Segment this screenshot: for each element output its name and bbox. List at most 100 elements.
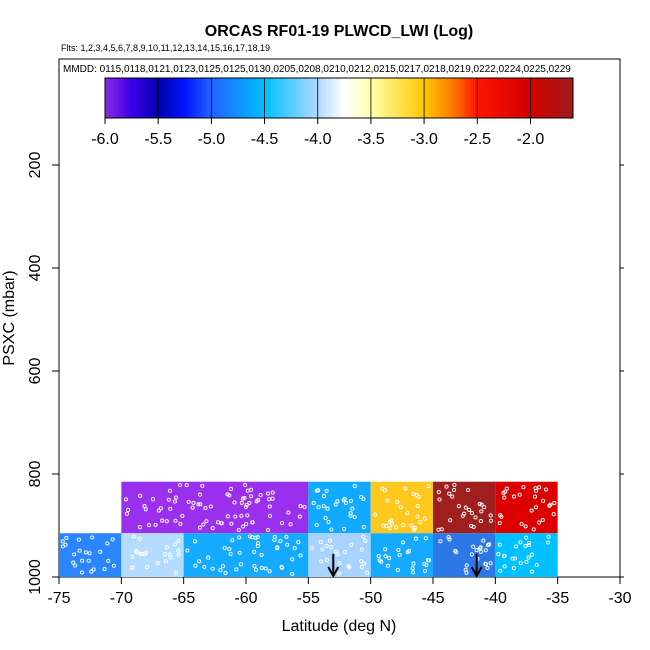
- y-tick-label: 600: [27, 358, 44, 385]
- colorbar-segment: [399, 78, 402, 118]
- observation-marker: [309, 545, 314, 550]
- colorbar-segment: [307, 78, 310, 118]
- observation-marker: [79, 570, 84, 575]
- colorbar-segment: [315, 78, 318, 118]
- observation-marker: [153, 522, 158, 527]
- colorbar-segment: [347, 78, 350, 118]
- observation-marker: [533, 486, 538, 491]
- colorbar-segment: [465, 78, 468, 118]
- observation-marker: [414, 492, 419, 498]
- observation-marker: [267, 513, 273, 518]
- observation-marker: [156, 508, 161, 513]
- colorbar-segment: [505, 78, 508, 118]
- observation-marker: [448, 518, 453, 523]
- observation-marker: [89, 569, 94, 574]
- x-axis-label: Latitude (deg N): [282, 618, 397, 635]
- colorbar-segment: [311, 78, 314, 118]
- observation-marker: [482, 505, 487, 510]
- colorbar-segment: [129, 78, 132, 118]
- colorbar-segment: [289, 78, 292, 118]
- colorbar-segment: [403, 78, 406, 118]
- observation-marker: [263, 566, 268, 571]
- arrow-head: [327, 566, 340, 579]
- observation-marker: [456, 504, 461, 509]
- observation-marker: [529, 508, 534, 513]
- x-axis: -75 -70 -65 -60 -55 -50 -45 -40 -35 -30: [47, 577, 632, 607]
- observation-marker: [178, 521, 183, 526]
- colorbar-segment: [261, 78, 264, 118]
- colorbar-segment: [469, 78, 472, 118]
- observation-marker: [248, 494, 254, 499]
- colorbar-segment: [401, 78, 404, 118]
- observation-marker: [444, 484, 449, 489]
- observation-marker: [326, 519, 331, 525]
- colorbar-segment: [213, 78, 216, 118]
- x-tick-label: -30: [608, 590, 631, 607]
- observation-marker: [478, 545, 483, 550]
- observation-marker: [526, 555, 531, 560]
- colorbar-segment: [353, 78, 356, 118]
- observation-marker: [196, 502, 201, 507]
- colorbar-segment: [211, 78, 214, 118]
- observation-marker: [364, 570, 370, 575]
- colorbar-segment: [453, 78, 456, 118]
- colorbar-segment: [345, 78, 348, 118]
- observation-marker: [319, 559, 324, 564]
- colorbar-segment: [235, 78, 238, 118]
- observation-marker: [180, 513, 185, 518]
- colorbar-segment: [243, 78, 246, 118]
- colorbar-segment: [503, 78, 506, 118]
- colorbar-segment: [365, 78, 368, 118]
- observation-marker: [436, 490, 441, 495]
- observation-marker: [519, 521, 524, 526]
- colorbar-segment: [557, 78, 560, 118]
- colorbar-segment: [483, 78, 486, 118]
- x-tick-label: -45: [421, 590, 444, 607]
- colorbar-segment: [323, 78, 326, 118]
- colorbar-segment: [437, 78, 440, 118]
- colorbar-segment: [123, 78, 126, 118]
- observation-marker: [329, 545, 334, 550]
- observation-marker: [422, 568, 428, 573]
- observation-marker: [333, 502, 338, 507]
- observation-marker: [176, 538, 181, 543]
- observation-marker: [464, 563, 469, 568]
- observation-marker: [278, 539, 283, 544]
- colorbar-segment: [395, 78, 398, 118]
- colorbar-tick-label: -2.5: [463, 131, 491, 148]
- observation-marker: [252, 549, 257, 554]
- y-tick-label: 200: [27, 152, 44, 179]
- observation-marker: [541, 498, 546, 503]
- observation-marker: [206, 555, 211, 560]
- observation-marker: [485, 565, 490, 571]
- colorbar-segment: [287, 78, 290, 118]
- observation-marker: [146, 523, 151, 528]
- colorbar-segment: [381, 78, 384, 118]
- observation-marker: [258, 492, 263, 498]
- observation-marker: [285, 542, 290, 547]
- observation-marker: [411, 570, 416, 575]
- colorbar-segment: [295, 78, 298, 118]
- observation-marker: [473, 515, 478, 520]
- observation-marker: [502, 564, 507, 569]
- colorbar-segment: [293, 78, 296, 118]
- observation-marker: [197, 525, 203, 530]
- observation-marker: [321, 504, 326, 509]
- observation-marker: [245, 513, 250, 518]
- observation-marker: [164, 545, 169, 550]
- observation-marker: [243, 504, 249, 509]
- observation-marker: [138, 551, 143, 556]
- colorbar-segment: [363, 78, 366, 118]
- observation-marker: [415, 514, 420, 519]
- colorbar-segment: [187, 78, 190, 118]
- colorbar-segment: [543, 78, 546, 118]
- colorbar-segment: [391, 78, 394, 118]
- observation-marker: [190, 505, 195, 510]
- colorbar-segment: [225, 78, 228, 118]
- observation-marker: [533, 505, 538, 510]
- observation-marker: [497, 542, 502, 547]
- colorbar-segment: [431, 78, 434, 118]
- colorbar-segment: [531, 78, 534, 118]
- observation-marker: [329, 527, 334, 532]
- observation-marker: [398, 505, 403, 510]
